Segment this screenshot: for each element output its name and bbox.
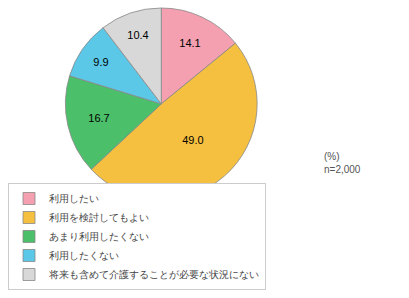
svg-text:14.1: 14.1 xyxy=(179,37,200,49)
svg-text:利用したくない: 利用したくない xyxy=(49,250,119,261)
svg-text:(%)n=2,000: (%)n=2,000 xyxy=(324,151,361,175)
svg-text:将来も含めて介護することが必要な状況にない: 将来も含めて介護することが必要な状況にない xyxy=(48,269,259,280)
svg-text:10.4: 10.4 xyxy=(127,29,148,41)
svg-text:9.9: 9.9 xyxy=(93,56,108,68)
svg-text:49.0: 49.0 xyxy=(182,134,203,146)
svg-text:16.7: 16.7 xyxy=(88,112,109,124)
svg-text:利用したい: 利用したい xyxy=(49,193,99,204)
svg-text:あまり利用したくない: あまり利用したくない xyxy=(49,231,149,242)
svg-text:利用を検討してもよい: 利用を検討してもよい xyxy=(49,212,149,223)
